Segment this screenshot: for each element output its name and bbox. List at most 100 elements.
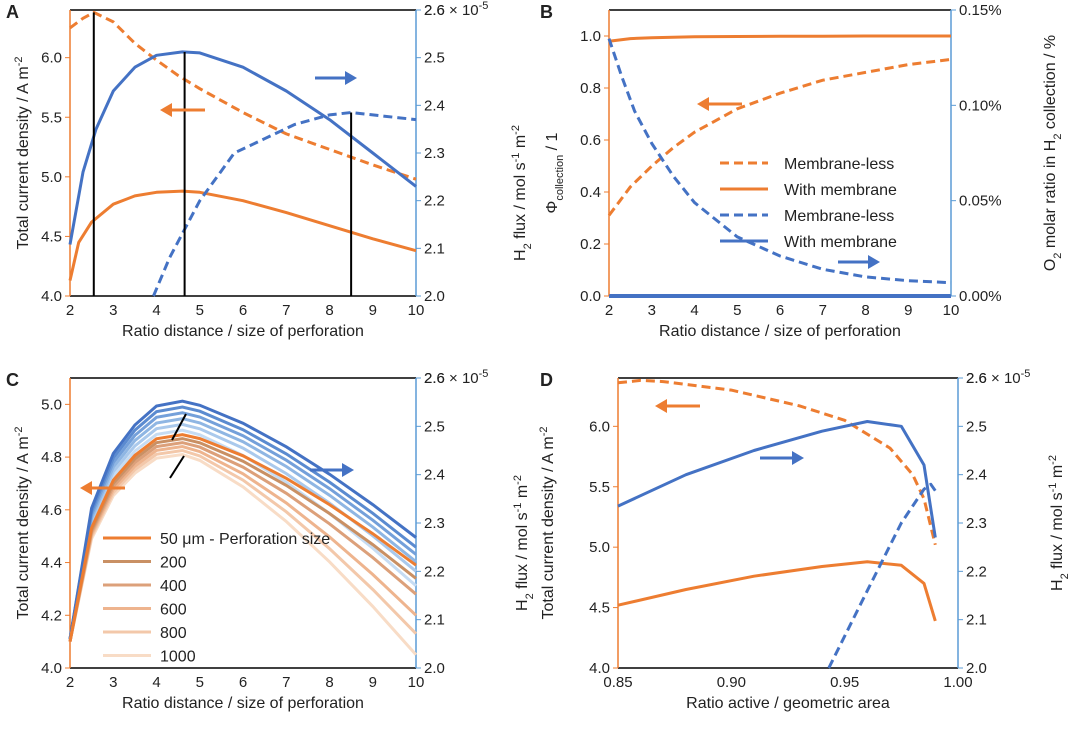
right-tick-label: 2.6 (424, 2, 445, 19)
x-tick-label: 8 (861, 302, 869, 319)
right-tick-label: 2.4 (966, 467, 987, 484)
right-tick-label: 0.10% (959, 97, 1002, 114)
x-tick-label: 3 (109, 302, 117, 319)
left-tick-label: 0.4 (580, 184, 601, 201)
right-tick-label: 0.15% (959, 2, 1002, 19)
series-orange-dashed (607, 57, 952, 217)
right-tick-label: 2.6 (966, 370, 987, 387)
right-tick-label: 2.4 (424, 97, 445, 114)
left-tick-label: 5.0 (589, 539, 610, 556)
peak-shift-marker (171, 413, 187, 441)
left-tick-label: 0.8 (580, 80, 601, 97)
x-tick-label: 7 (282, 302, 290, 319)
legend-label: 1000 (160, 649, 196, 666)
arrow-blue-right-head (345, 71, 357, 85)
right-tick-label: 2.1 (424, 612, 445, 629)
x-tick-label: 2 (66, 302, 74, 319)
x-tick-label: 6 (239, 302, 247, 319)
left-tick-label: 4.0 (589, 660, 610, 677)
left-tick-label: 4.5 (41, 228, 62, 245)
x-axis-label: Ratio active / geometric area (686, 695, 890, 712)
series-orange-solid (617, 560, 937, 622)
left-tick-label: 4.0 (41, 288, 62, 305)
panel-d: D 0.85 0.90 0.95 1.00 4.0 4.5 5.0 5.5 6.0 2.0 2.1 2.… (512, 368, 1071, 712)
right-tick-label: 2.0 (424, 660, 445, 677)
right-tick-label: 0.05% (959, 193, 1002, 210)
panel-letter: A (6, 2, 19, 22)
panel-c: C 2 3 4 5 6 7 8 9 10 4.0 4.2 4.4 4.6 4.8 5.0 2.0 2.1 2.2 2.… (6, 368, 488, 712)
legend-label: 600 (160, 602, 187, 619)
legend-label: 800 (160, 625, 187, 642)
right-axis-exponent: 2.6 × 10-5 (424, 0, 488, 19)
x-tick-label: 10 (408, 674, 425, 691)
right-tick-label: 2.5 (966, 418, 987, 435)
x-tick-label: 8 (325, 302, 333, 319)
left-tick-label: 5.5 (589, 479, 610, 496)
arrow-orange-left-head (697, 97, 709, 111)
right-tick-label: 2.6 (424, 370, 445, 387)
peak-shift-marker (169, 455, 185, 479)
x-tick-label: 8 (325, 674, 333, 691)
x-tick-label: 4 (690, 302, 698, 319)
left-tick-label: 5.5 (41, 109, 62, 126)
arrow-blue-right-head (792, 451, 804, 465)
legend-label: 400 (160, 578, 187, 595)
left-tick-label: 6.0 (41, 50, 62, 67)
x-tick-label: 4 (152, 674, 160, 691)
x-axis-label: Ratio distance / size of perforation (122, 695, 364, 712)
x-tick-label: 5 (733, 302, 741, 319)
panel-letter: B (540, 2, 553, 22)
x-tick-label: 9 (369, 302, 377, 319)
right-axis-exponent: 2.6 × 10-5 (424, 368, 488, 387)
x-tick-label: 6 (776, 302, 784, 319)
x-axis-label: Ratio distance / size of perforation (659, 323, 901, 340)
right-tick-label: 2.5 (424, 418, 445, 435)
right-tick-label: 2.2 (424, 563, 445, 580)
y-axis-left-label: Total current density / A m-2 (13, 427, 32, 620)
x-tick-label: 9 (904, 302, 912, 319)
series-blue-perforation (68, 411, 417, 640)
x-tick-label: 10 (408, 302, 425, 319)
series-orange-dashed (69, 10, 417, 181)
left-tick-label: 0.0 (580, 288, 601, 305)
series-orange-dashed (617, 378, 937, 546)
legend-label: 200 (160, 555, 187, 572)
x-tick-label: 3 (648, 302, 656, 319)
legend-label: With membrane (784, 182, 897, 199)
left-tick-label: 0.2 (580, 236, 601, 253)
legend-label: Membrane-less (784, 156, 894, 173)
arrow-orange-left-head (160, 103, 172, 117)
right-tick-label: 2.2 (424, 193, 445, 210)
left-tick-label: 4.4 (41, 555, 62, 572)
x-tick-label: 5 (196, 674, 204, 691)
x-tick-label: 6 (239, 674, 247, 691)
left-tick-label: 0.6 (580, 132, 601, 149)
y-axis-left-label: Total current density / A m-2 (538, 427, 557, 620)
legend-label: With membrane (784, 234, 897, 251)
x-tick-label: 2 (605, 302, 613, 319)
y-axis-left-label-2: Φcollection / 1 (544, 132, 566, 213)
left-tick-label: 4.8 (41, 449, 62, 466)
x-tick-label: 7 (819, 302, 827, 319)
series-blue-perforation (68, 417, 417, 640)
right-tick-label: 2.3 (424, 145, 445, 162)
panel-a: A 2 3 4 5 6 7 8 9 10 4.0 4.5 5.0 5.5 6.0 2.0 2.1 2.2 2.3 2.… (6, 0, 488, 340)
y-axis-left-label: Total current density / A m-2 (13, 57, 32, 250)
right-tick-label: 2.4 (424, 467, 445, 484)
x-tick-label: 5 (196, 302, 204, 319)
left-tick-label: 5.0 (41, 169, 62, 186)
x-tick-label: 9 (369, 674, 377, 691)
right-tick-label: 2.2 (966, 563, 987, 580)
series-blue-dashed (607, 38, 952, 285)
left-tick-label: 4.2 (41, 607, 62, 624)
panel-letter: D (540, 370, 553, 390)
y-axis-left-label: H2 flux / mol s-1 m-2 (510, 125, 534, 261)
left-tick-label: 4.0 (41, 660, 62, 677)
y-axis-right-label: O2 molar ratio in H2 collection / % (1042, 35, 1064, 271)
series-blue-solid (68, 50, 417, 245)
series-blue-solid (617, 420, 937, 538)
right-tick-label: 2.1 (966, 612, 987, 629)
y-axis-left-label-2: H2 flux / mol s-1 m-2 (512, 475, 536, 611)
y-axis-right-label: H2 flux / mol s-1 m-2 (1047, 455, 1071, 591)
